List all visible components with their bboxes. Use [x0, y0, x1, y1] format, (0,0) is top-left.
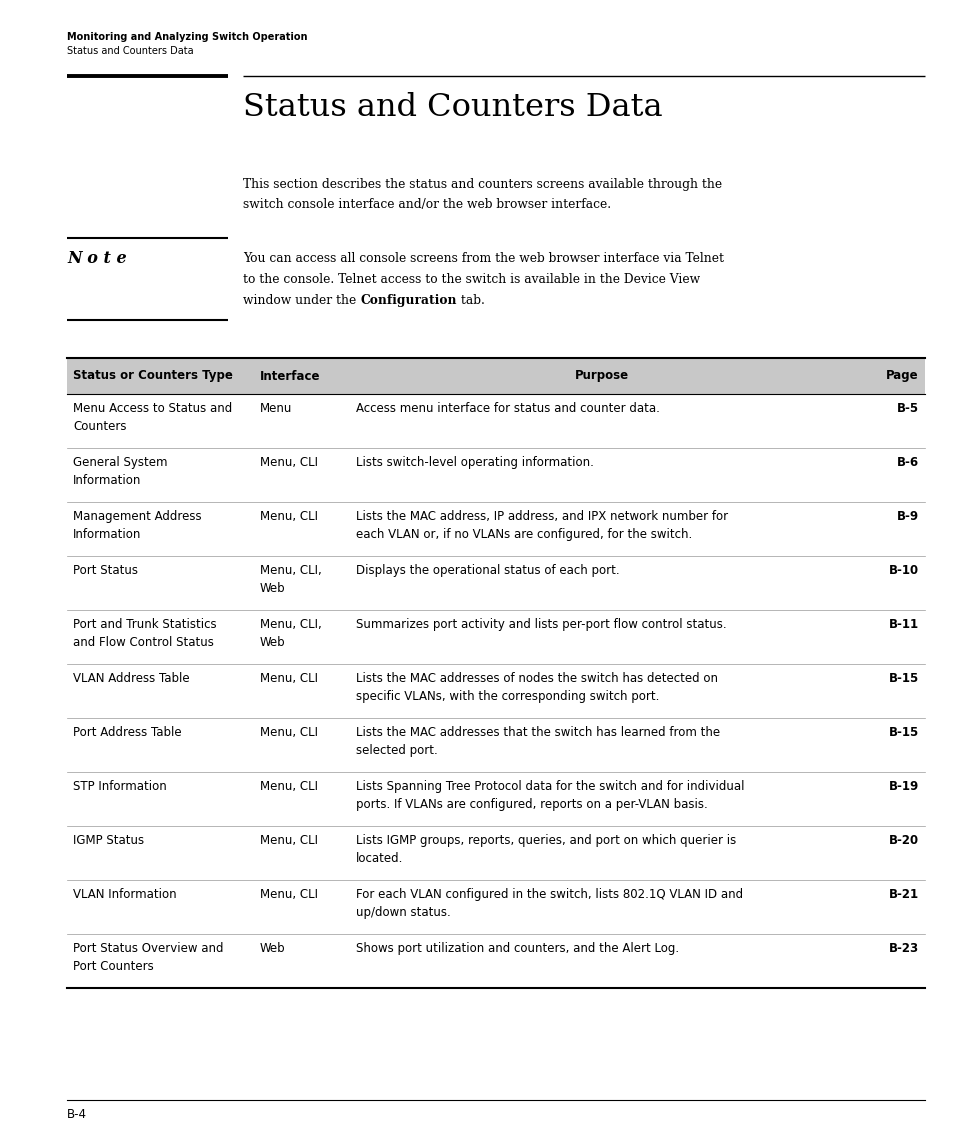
- Text: window under the: window under the: [243, 294, 359, 307]
- Text: tab.: tab.: [456, 294, 484, 307]
- Text: located.: located.: [355, 852, 403, 864]
- Text: B-10: B-10: [888, 564, 918, 577]
- Text: to the console. Telnet access to the switch is available in the Device View: to the console. Telnet access to the swi…: [243, 273, 700, 286]
- Text: B-23: B-23: [888, 942, 918, 955]
- Text: Monitoring and Analyzing Switch Operation: Monitoring and Analyzing Switch Operatio…: [67, 32, 307, 42]
- Text: Lists the MAC address, IP address, and IPX network number for: Lists the MAC address, IP address, and I…: [355, 510, 727, 523]
- Text: This section describes the status and counters screens available through the: This section describes the status and co…: [243, 177, 721, 191]
- Text: Web: Web: [260, 942, 285, 955]
- Text: Purpose: Purpose: [575, 370, 629, 382]
- Text: Menu, CLI: Menu, CLI: [260, 456, 317, 469]
- Text: Menu, CLI,: Menu, CLI,: [260, 618, 321, 631]
- Text: Status and Counters Data: Status and Counters Data: [67, 46, 193, 56]
- Text: Menu: Menu: [260, 402, 293, 414]
- Text: IGMP Status: IGMP Status: [73, 834, 144, 847]
- Text: Interface: Interface: [260, 370, 320, 382]
- Text: switch console interface and/or the web browser interface.: switch console interface and/or the web …: [243, 198, 611, 211]
- Text: and Flow Control Status: and Flow Control Status: [73, 635, 213, 649]
- Text: Port and Trunk Statistics: Port and Trunk Statistics: [73, 618, 216, 631]
- Text: up/down status.: up/down status.: [355, 906, 451, 919]
- Text: each VLAN or, if no VLANs are configured, for the switch.: each VLAN or, if no VLANs are configured…: [355, 528, 692, 540]
- Text: B-4: B-4: [67, 1108, 87, 1121]
- Text: General System: General System: [73, 456, 168, 469]
- Text: Port Status Overview and: Port Status Overview and: [73, 942, 223, 955]
- Text: Information: Information: [73, 474, 141, 487]
- Text: B-5: B-5: [896, 402, 918, 414]
- Text: B-15: B-15: [888, 726, 918, 739]
- Text: Menu Access to Status and: Menu Access to Status and: [73, 402, 232, 414]
- Text: N o t e: N o t e: [67, 250, 127, 267]
- Text: Menu, CLI: Menu, CLI: [260, 780, 317, 793]
- Text: Menu, CLI,: Menu, CLI,: [260, 564, 321, 577]
- Text: Management Address: Management Address: [73, 510, 201, 523]
- Text: Status or Counters Type: Status or Counters Type: [73, 370, 233, 382]
- Text: Menu, CLI: Menu, CLI: [260, 510, 317, 523]
- Text: B-6: B-6: [896, 456, 918, 469]
- Text: Menu, CLI: Menu, CLI: [260, 889, 317, 901]
- Text: Page: Page: [885, 370, 918, 382]
- Text: VLAN Address Table: VLAN Address Table: [73, 672, 190, 685]
- Text: STP Information: STP Information: [73, 780, 167, 793]
- Text: Lists switch-level operating information.: Lists switch-level operating information…: [355, 456, 594, 469]
- Text: Lists the MAC addresses that the switch has learned from the: Lists the MAC addresses that the switch …: [355, 726, 720, 739]
- Text: specific VLANs, with the corresponding switch port.: specific VLANs, with the corresponding s…: [355, 690, 659, 703]
- Text: Displays the operational status of each port.: Displays the operational status of each …: [355, 564, 619, 577]
- Text: B-19: B-19: [888, 780, 918, 793]
- Text: Shows port utilization and counters, and the Alert Log.: Shows port utilization and counters, and…: [355, 942, 679, 955]
- Text: Access menu interface for status and counter data.: Access menu interface for status and cou…: [355, 402, 659, 414]
- Text: Status and Counters Data: Status and Counters Data: [243, 92, 662, 123]
- Text: Information: Information: [73, 528, 141, 540]
- Text: Menu, CLI: Menu, CLI: [260, 726, 317, 739]
- Text: Port Status: Port Status: [73, 564, 138, 577]
- Text: You can access all console screens from the web browser interface via Telnet: You can access all console screens from …: [243, 252, 723, 264]
- Text: ports. If VLANs are configured, reports on a per-VLAN basis.: ports. If VLANs are configured, reports …: [355, 798, 707, 811]
- Text: For each VLAN configured in the switch, lists 802.1Q VLAN ID and: For each VLAN configured in the switch, …: [355, 889, 742, 901]
- Text: Summarizes port activity and lists per-port flow control status.: Summarizes port activity and lists per-p…: [355, 618, 726, 631]
- Text: B-11: B-11: [888, 618, 918, 631]
- Text: Counters: Counters: [73, 420, 127, 433]
- Text: Web: Web: [260, 635, 285, 649]
- Text: B-9: B-9: [896, 510, 918, 523]
- Text: Port Address Table: Port Address Table: [73, 726, 181, 739]
- Text: Web: Web: [260, 582, 285, 595]
- Text: selected port.: selected port.: [355, 744, 437, 757]
- Text: B-20: B-20: [888, 834, 918, 847]
- Text: B-15: B-15: [888, 672, 918, 685]
- Text: Configuration: Configuration: [359, 294, 456, 307]
- Bar: [67, 358, 924, 394]
- Text: VLAN Information: VLAN Information: [73, 889, 176, 901]
- Text: Lists the MAC addresses of nodes the switch has detected on: Lists the MAC addresses of nodes the swi…: [355, 672, 718, 685]
- Text: Menu, CLI: Menu, CLI: [260, 834, 317, 847]
- Text: Menu, CLI: Menu, CLI: [260, 672, 317, 685]
- Text: Lists IGMP groups, reports, queries, and port on which querier is: Lists IGMP groups, reports, queries, and…: [355, 834, 736, 847]
- Text: Port Counters: Port Counters: [73, 960, 153, 973]
- Text: B-21: B-21: [888, 889, 918, 901]
- Text: Lists Spanning Tree Protocol data for the switch and for individual: Lists Spanning Tree Protocol data for th…: [355, 780, 744, 793]
